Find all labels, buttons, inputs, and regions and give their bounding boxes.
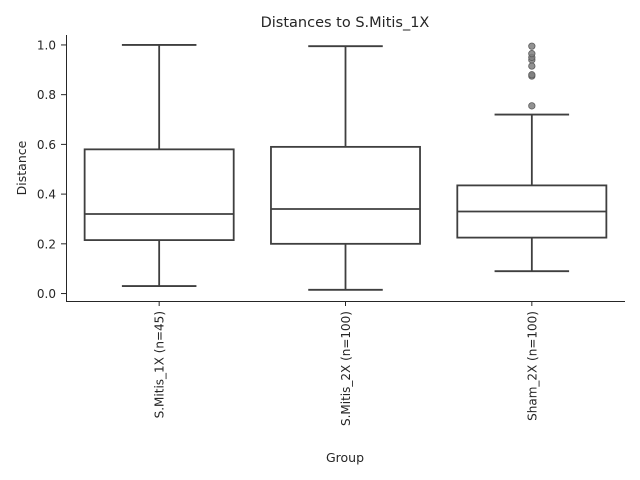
outlier-point bbox=[528, 102, 536, 110]
y-axis-ticks: 0.0 0.2 0.4 0.6 0.8 1.0 bbox=[37, 38, 66, 301]
box-series bbox=[83, 42, 608, 291]
iqr-box bbox=[270, 145, 421, 245]
x-axis-ticks: S.Mitis_1X (n=45) S.Mitis_2X (n=100) Sham_… bbox=[153, 301, 539, 426]
y-tick-label: 0.2 bbox=[37, 237, 56, 251]
outlier-point bbox=[528, 71, 536, 79]
outlier-point bbox=[528, 62, 536, 70]
x-tick-label: S.Mitis_1X (n=45) bbox=[153, 311, 167, 418]
y-axis-label: Distance bbox=[14, 140, 29, 195]
box-group bbox=[83, 44, 235, 287]
y-tick-label: 0.0 bbox=[37, 287, 56, 301]
box-group bbox=[270, 45, 421, 291]
outlier-point bbox=[528, 50, 536, 58]
y-tick-label: 0.4 bbox=[37, 188, 56, 202]
y-tick-label: 1.0 bbox=[37, 38, 56, 52]
box-group bbox=[456, 42, 608, 273]
x-tick-label: S.Mitis_2X (n=100) bbox=[339, 311, 353, 426]
x-tick-label: Sham_2X (n=100) bbox=[525, 311, 539, 421]
y-tick-label: 0.6 bbox=[37, 138, 56, 152]
y-tick-label: 0.8 bbox=[37, 88, 56, 102]
x-axis-label: Group bbox=[326, 450, 364, 465]
outlier-point bbox=[528, 42, 536, 50]
iqr-box bbox=[83, 148, 235, 241]
chart-title: Distances to S.Mitis_1X bbox=[261, 15, 430, 31]
